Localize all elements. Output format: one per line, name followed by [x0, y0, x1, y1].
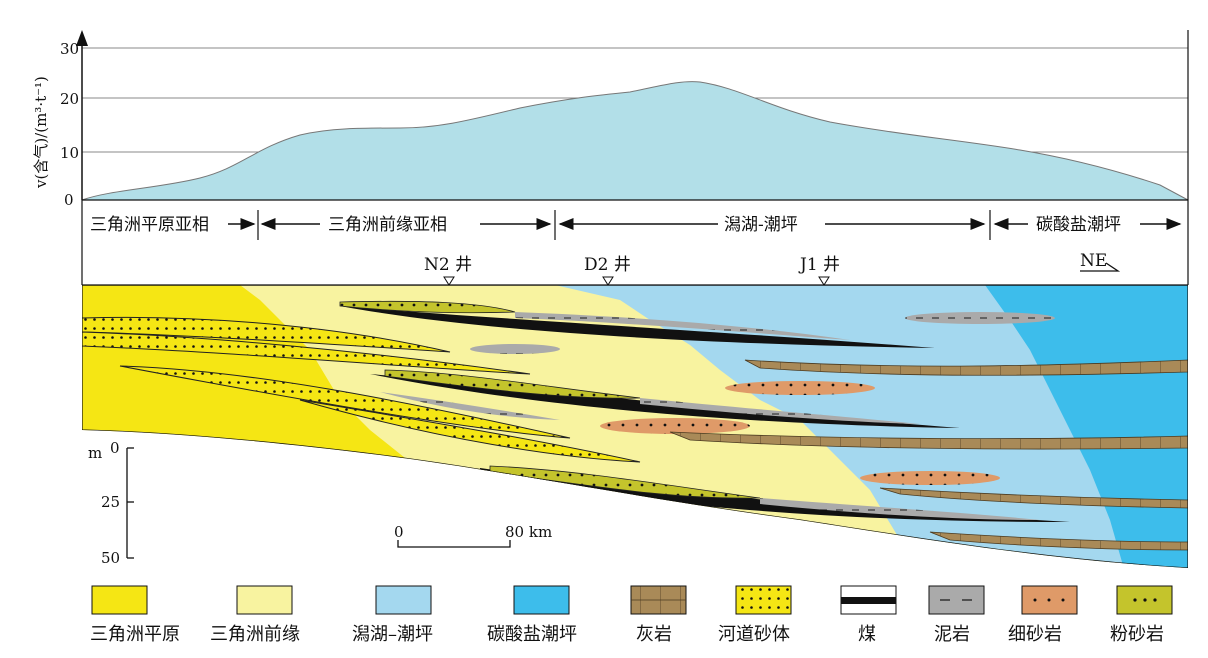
facies-label-lagoon-tidal: 潟湖-潮坪: [724, 215, 798, 235]
y-tick-30: 30: [60, 40, 79, 58]
cross-section: [82, 285, 1188, 568]
y-tick-0: 0: [64, 191, 74, 209]
y-tick-10: 10: [60, 144, 79, 162]
facies-label-delta-plain: 三角洲平原亚相: [90, 215, 209, 235]
well-marker-N2-icon: [443, 276, 455, 286]
legend: 三角洲平原 三角洲前缘 潟湖–潮坪 碳酸盐潮坪 灰岩 河道砂体 煤 泥岩 细砂岩…: [90, 585, 1173, 645]
legend-swatch-delta-plain: [91, 585, 148, 615]
facies-label-delta-front: 三角洲前缘亚相: [328, 215, 447, 235]
legend-label-coal: 煤: [858, 624, 876, 645]
y-tick-20: 20: [60, 90, 79, 108]
gas-content-chart: 30 20 10 0 v(含气)/(m³·t⁻¹): [32, 30, 1189, 285]
y-axis-arrow-icon: [76, 30, 88, 46]
legend-label-lagoon-tidal: 潟湖–潮坪: [352, 624, 433, 645]
legend-swatch-carbonate-tidal: [513, 585, 570, 615]
y-axis-label: v(含气)/(m³·t⁻¹): [32, 76, 50, 189]
legend-label-limestone: 灰岩: [636, 624, 672, 645]
legend-swatch-mudstone: [928, 585, 985, 615]
facies-label-carbonate-tidal: 碳酸盐潮坪: [1036, 215, 1121, 235]
vertical-scale-bar: m 0 25 50: [88, 439, 134, 567]
vertical-scale-tick-25: 25: [101, 493, 120, 511]
well-marker-J1-icon: [818, 276, 830, 286]
vertical-scale-tick-50: 50: [101, 549, 120, 567]
legend-swatch-siltstone: [1116, 585, 1173, 615]
well-label-D2: D2 井: [584, 255, 631, 275]
legend-swatch-channel-sand: [735, 585, 792, 615]
horizontal-scale-bar: 0 80 km: [394, 523, 552, 548]
legend-swatch-delta-front: [236, 585, 293, 615]
vertical-scale-tick-0: 0: [110, 439, 120, 457]
gas-content-profile: [81, 81, 1189, 201]
legend-swatch-lagoon-tidal: [375, 585, 432, 615]
direction-label: NE: [1080, 251, 1107, 271]
legend-label-channel-sand: 河道砂体: [718, 624, 790, 645]
direction-arrow-icon: [1080, 262, 1121, 272]
horizontal-scale-end: 80 km: [505, 523, 552, 541]
legend-label-carbonate-tidal: 碳酸盐潮坪: [487, 624, 577, 645]
legend-label-mudstone: 泥岩: [934, 624, 970, 645]
vertical-scale-unit: m: [88, 444, 102, 462]
legend-label-delta-plain: 三角洲平原: [90, 624, 180, 645]
horizontal-scale-start: 0: [394, 523, 404, 541]
facies-band-row: 三角洲平原亚相 三角洲前缘亚相 潟湖-潮坪 碳酸盐潮坪 N2 井 D2 井 J1…: [81, 200, 1182, 286]
well-marker-D2-icon: [602, 276, 614, 286]
legend-label-fine-sandstone: 细砂岩: [1008, 624, 1062, 645]
well-label-J1: J1 井: [798, 255, 840, 275]
legend-label-delta-front: 三角洲前缘: [210, 624, 300, 645]
facies-lagoon-tidal-region: [555, 285, 1188, 568]
facies-carbonate-tidal-region: [985, 285, 1188, 568]
legend-label-siltstone: 粉砂岩: [1110, 624, 1164, 645]
well-label-N2: N2 井: [424, 255, 472, 275]
